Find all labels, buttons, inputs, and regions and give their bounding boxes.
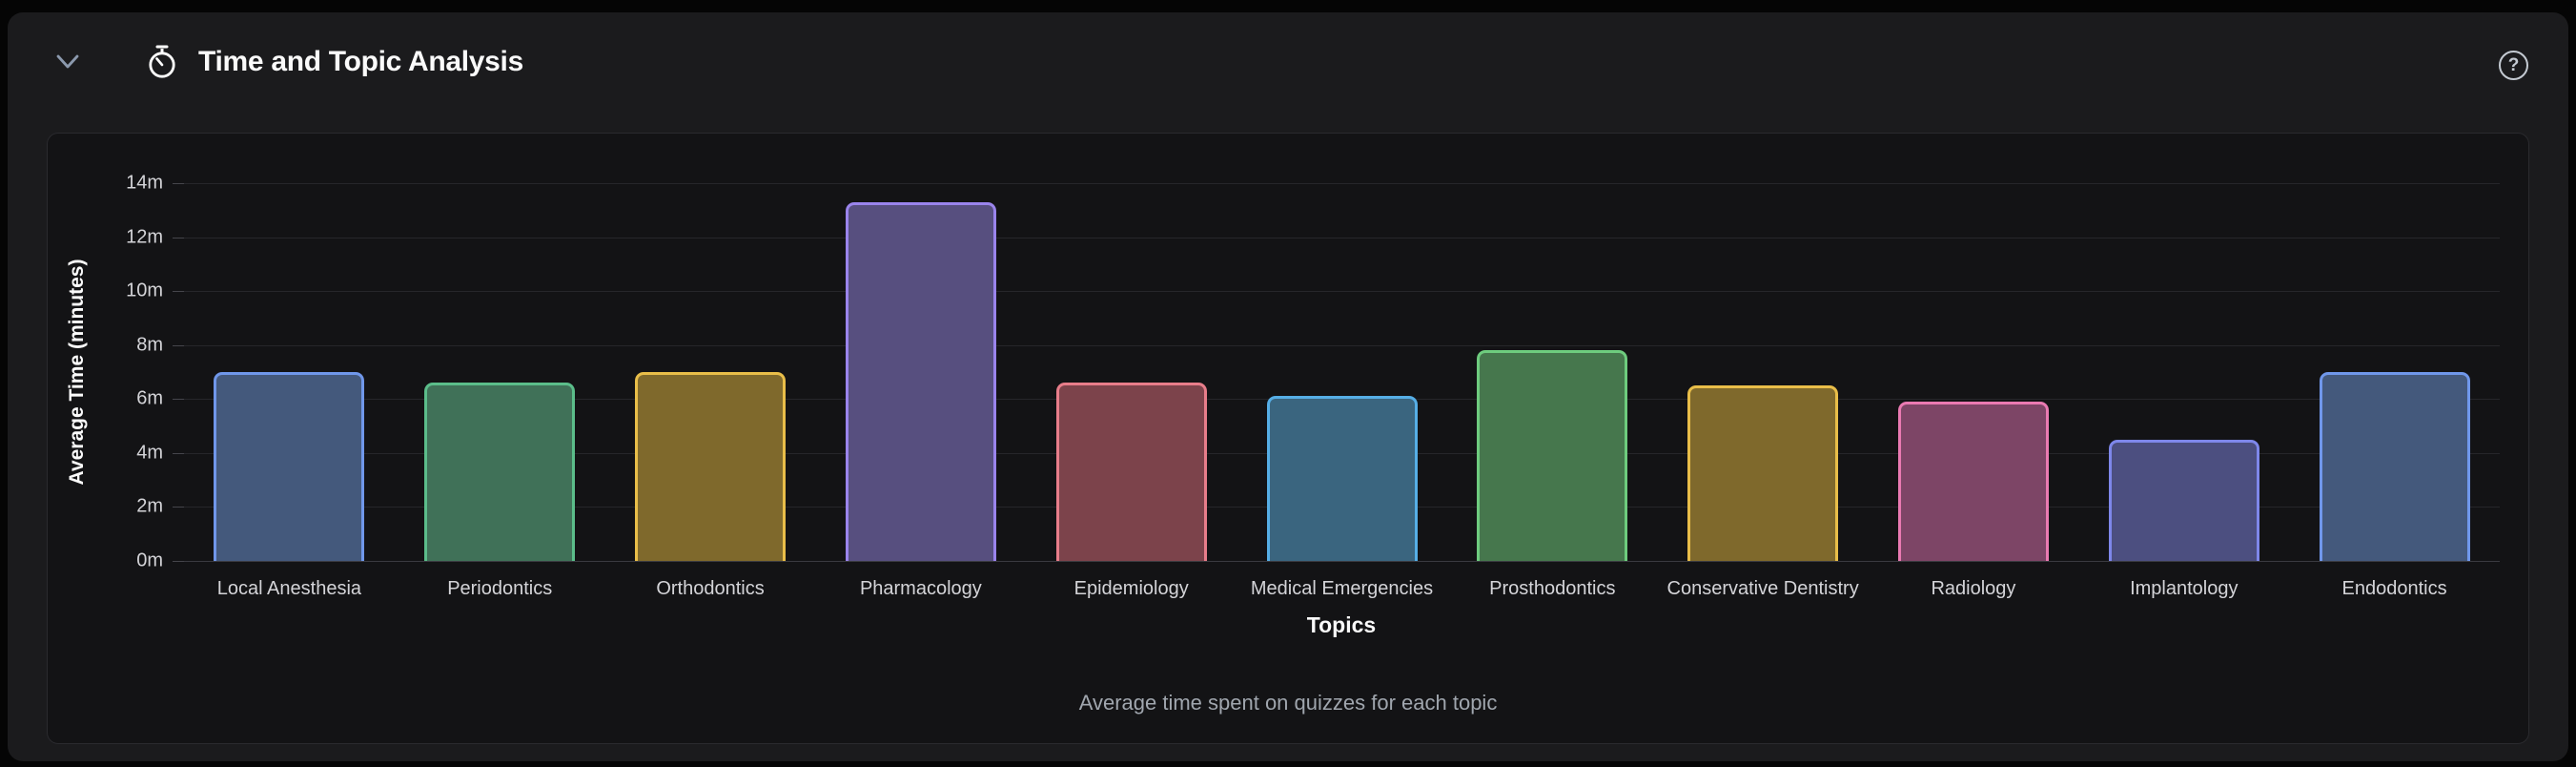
y-tick-label: 6m: [136, 387, 163, 409]
gridline: [184, 183, 2500, 184]
bar-chart: 0m 2m 4m 6m 8m 10m 12m 14m Local Anesthesia Perio…: [48, 134, 2528, 743]
x-tick-label: Medical Emergencies: [1250, 578, 1434, 599]
bar-periodontics[interactable]: [424, 383, 576, 561]
x-tick-label: Local Anesthesia: [216, 578, 362, 599]
bar-pharmacology[interactable]: [845, 201, 996, 561]
x-axis-title: Topics: [1306, 612, 1377, 637]
x-tick-label: Conservative Dentistry: [1666, 578, 1859, 599]
y-tick-label: 0m: [136, 549, 163, 571]
y-tickmark: [173, 183, 184, 184]
x-axis-line: [184, 561, 2500, 562]
y-tick-label: 12m: [126, 226, 163, 248]
bar-medical-emergencies[interactable]: [1266, 396, 1418, 561]
card-header: Time and Topic Analysis: [53, 41, 523, 83]
x-tick-label: Epidemiology: [1073, 578, 1189, 599]
y-tick-label: 8m: [136, 334, 163, 356]
y-tick-label: 14m: [126, 172, 163, 194]
bar-conservative-dentistry[interactable]: [1687, 385, 1839, 561]
bar-local-anesthesia[interactable]: [214, 372, 365, 561]
bar-radiology[interactable]: [1897, 402, 2049, 561]
y-tick-label: 10m: [126, 280, 163, 301]
card-title: Time and Topic Analysis: [198, 46, 523, 77]
x-tick-label: Implantology: [2130, 578, 2239, 599]
y-tick-label: 4m: [136, 442, 163, 464]
x-tick-label: Orthodontics: [656, 578, 765, 599]
gridline: [184, 344, 2500, 346]
help-icon[interactable]: ?: [2499, 51, 2528, 80]
x-tick-label: Radiology: [1931, 578, 2016, 599]
y-tickmark: [173, 561, 184, 562]
y-tickmark: [173, 291, 184, 293]
y-tickmark: [173, 452, 184, 454]
chart-caption: Average time spent on quizzes for each t…: [1078, 691, 1498, 715]
y-tickmark: [173, 507, 184, 508]
x-tick-label: Prosthodontics: [1489, 578, 1616, 599]
chevron-down-icon: [56, 54, 79, 69]
y-tickmark: [173, 399, 184, 401]
bar-endodontics[interactable]: [2319, 372, 2470, 561]
bar-epidemiology[interactable]: [1055, 383, 1207, 561]
time-topic-analysis-card: Time and Topic Analysis ? 0m 2m 4m 6m 8m 10m 1…: [8, 12, 2568, 761]
x-tick-label: Endodontics: [2341, 578, 2447, 599]
y-axis-title: Average Time (minutes): [66, 259, 88, 486]
help-glyph: ?: [2507, 55, 2520, 75]
collapse-toggle[interactable]: [53, 51, 82, 73]
bar-orthodontics[interactable]: [635, 372, 787, 561]
y-tick-label: 2m: [136, 495, 163, 517]
x-tick-label: Pharmacology: [859, 578, 982, 599]
y-tickmark: [173, 344, 184, 346]
x-tick-label: Periodontics: [447, 578, 553, 599]
stopwatch-icon: [147, 44, 177, 80]
gridline: [184, 291, 2500, 293]
chart-panel: 0m 2m 4m 6m 8m 10m 12m 14m Local Anesthesia Perio…: [47, 133, 2529, 744]
bar-prosthodontics[interactable]: [1477, 350, 1628, 561]
bar-implantology[interactable]: [2108, 439, 2259, 561]
